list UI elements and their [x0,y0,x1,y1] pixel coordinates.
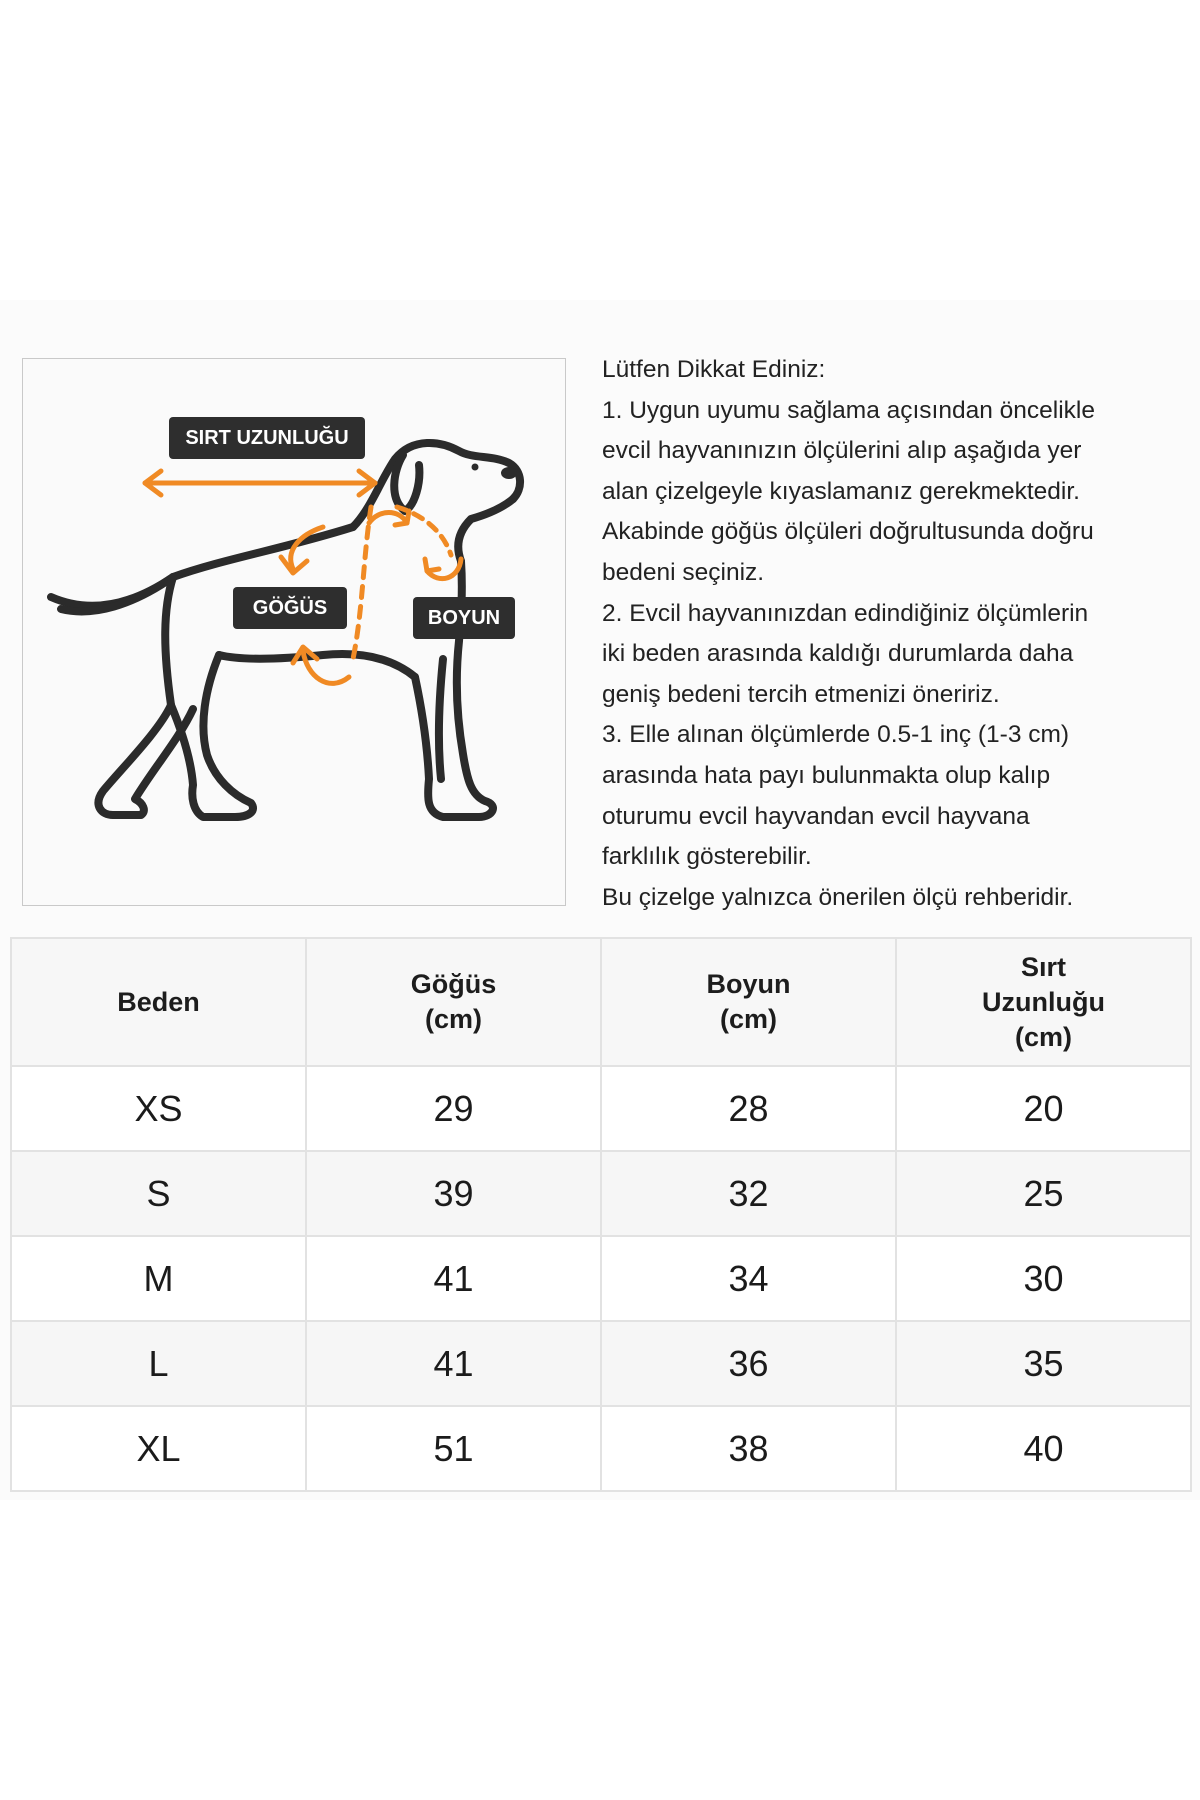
cell-back-length: 30 [895,1235,1192,1322]
notes-line: 1. Uygun uyumu sağlama açısından öncelik… [602,396,1096,424]
cell-chest: 51 [305,1405,602,1492]
eye-icon [471,463,479,471]
notes-line: iki beden arasında kaldığı durumlarda da… [602,640,1074,668]
cell-back-length: 40 [895,1405,1192,1492]
nose-icon [501,467,517,479]
cell-size: XL [10,1405,307,1492]
cell-chest: 39 [305,1150,602,1237]
header-chest: Göğüs (cm) [305,937,602,1067]
cell-back-length: 20 [895,1065,1192,1152]
table-row: XS 29 28 20 [10,1065,1192,1152]
header-line: Boyun [706,969,791,999]
notes-heading: Lütfen Dikkat Ediniz: [602,356,826,383]
size-chart-table: Beden Göğüs (cm) Boyun (cm) Sırt Uzunluğ… [10,937,1192,1492]
cell-neck: 36 [600,1320,897,1407]
measure-arrows [142,468,464,686]
dog-measurement-diagram: SIRT UZUNLUĞU GÖĞÜS BOYUN [22,358,566,906]
notes-line: alan çizelgeyle kıyaslamanız gerekmekted… [602,477,1080,505]
neck-tag: BOYUN [413,597,515,639]
cell-back-length: 35 [895,1320,1192,1407]
dog-illustration [47,438,524,821]
cell-neck: 38 [600,1405,897,1492]
table-row: M 41 34 30 [10,1235,1192,1322]
cell-chest: 29 [305,1065,602,1152]
cell-neck: 34 [600,1235,897,1322]
notes-line: evcil hayvanınızın ölçülerini alıp aşağı… [602,437,1082,465]
cell-size: M [10,1235,307,1322]
notes-line: arasında hata payı bulunmakta olup kalıp [602,761,1051,789]
notes-line: Bu çizelge yalnızca önerilen ölçü rehber… [602,883,1074,911]
notes-line: Akabinde göğüs ölçüleri doğrultusunda do… [602,518,1094,546]
sizing-notes: Lütfen Dikkat Ediniz: 1. Uygun uyumu sağ… [602,350,1200,918]
notes-line: 3. Elle alınan ölçümlerde 0.5-1 inç (1-3… [602,721,1070,749]
table-header-row: Beden Göğüs (cm) Boyun (cm) Sırt Uzunluğ… [10,937,1192,1067]
cell-chest: 41 [305,1235,602,1322]
header-line: Sırt [1020,951,1066,982]
header-line: Beden [117,986,200,1017]
dog-outline [47,438,524,821]
cell-neck: 28 [600,1065,897,1152]
header-size: Beden [10,937,307,1067]
notes-line: geniş bedeni tercih etmenizi öneririz. [602,680,1000,708]
header-neck: Boyun (cm) [600,937,897,1067]
cell-back-length: 25 [895,1150,1192,1237]
header-line: Göğüs [410,969,497,999]
cell-size: L [10,1320,307,1407]
table-row: L 41 36 35 [10,1320,1192,1407]
table-row: S 39 32 25 [10,1150,1192,1237]
notes-line: farklılık gösterebilir. [602,843,812,871]
cell-size: S [10,1150,307,1237]
notes-line: oturumu evcil hayvandan evcil hayvana [602,802,1030,830]
notes-line: 2. Evcil hayvanınızdan edindiğiniz ölçüm… [602,599,1089,627]
cell-size: XS [10,1065,307,1152]
notes-line: bedeni seçiniz. [602,558,765,586]
back-length-tag: SIRT UZUNLUĞU [169,417,365,459]
header-line: (cm) [424,1004,482,1034]
cell-chest: 41 [305,1320,602,1407]
table-row: XL 51 38 40 [10,1405,1192,1492]
header-back-length: Sırt Uzunluğu (cm) [895,937,1192,1067]
header-line: Uzunluğu [982,986,1105,1017]
header-line: (cm) [719,1004,777,1034]
cell-neck: 32 [600,1150,897,1237]
chest-tag: GÖĞÜS [233,587,347,629]
header-line: (cm) [1014,1021,1072,1052]
